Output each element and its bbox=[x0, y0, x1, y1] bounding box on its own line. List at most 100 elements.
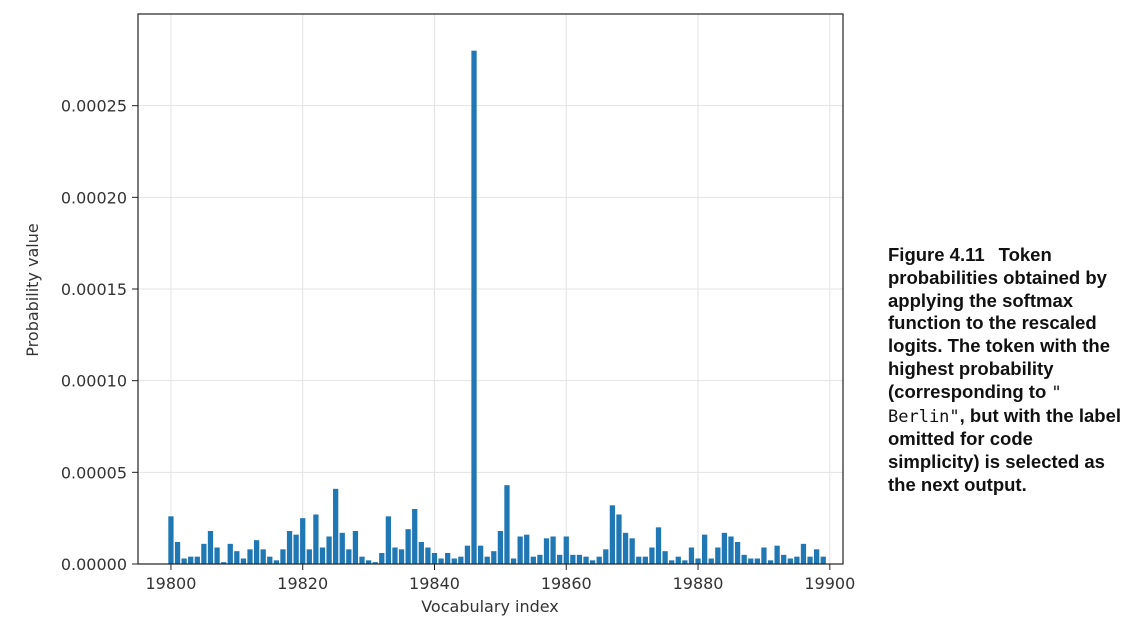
bar bbox=[431, 553, 438, 564]
bar bbox=[583, 556, 589, 564]
bar bbox=[273, 560, 279, 564]
bar bbox=[174, 542, 181, 564]
bar bbox=[721, 532, 728, 564]
bar bbox=[418, 542, 424, 564]
bar bbox=[260, 549, 266, 564]
bar bbox=[669, 560, 675, 564]
bar bbox=[398, 549, 405, 564]
bar bbox=[616, 514, 622, 564]
bar bbox=[438, 558, 444, 564]
bar bbox=[642, 556, 648, 564]
bar bbox=[445, 553, 451, 564]
x-tick-label: 19900 bbox=[804, 574, 855, 593]
bar bbox=[484, 556, 490, 564]
x-tick-label: 19820 bbox=[277, 574, 328, 593]
bar bbox=[168, 516, 174, 564]
bar bbox=[300, 518, 306, 564]
bar bbox=[471, 50, 477, 564]
bar bbox=[589, 560, 596, 564]
bar bbox=[451, 558, 457, 564]
bar bbox=[543, 538, 550, 564]
bar bbox=[537, 554, 543, 564]
bar bbox=[280, 549, 286, 564]
bar bbox=[293, 534, 299, 564]
chart-bars bbox=[168, 50, 826, 564]
bar bbox=[649, 547, 655, 564]
bar bbox=[781, 554, 787, 564]
x-tick-label: 19880 bbox=[673, 574, 724, 593]
bar bbox=[622, 532, 629, 564]
bar bbox=[675, 556, 681, 564]
y-tick-label: 0.00000 bbox=[61, 555, 127, 574]
bar bbox=[517, 536, 523, 564]
bar bbox=[603, 549, 609, 564]
caption-code: " Berlin" bbox=[888, 382, 1062, 427]
bar bbox=[702, 534, 708, 564]
bar bbox=[412, 509, 418, 564]
bar bbox=[181, 558, 187, 564]
chart-grid bbox=[138, 14, 843, 565]
y-axis-label: Probability value bbox=[23, 223, 42, 356]
bar bbox=[207, 531, 214, 564]
bar bbox=[715, 547, 721, 564]
y-tick-label: 0.00010 bbox=[61, 372, 127, 391]
bar bbox=[201, 543, 207, 564]
bar bbox=[761, 547, 767, 564]
bar bbox=[253, 540, 260, 564]
bar bbox=[570, 554, 576, 564]
bar bbox=[497, 531, 504, 564]
bar bbox=[339, 532, 345, 564]
bar bbox=[267, 556, 273, 564]
figure-label: Figure 4.11 bbox=[888, 244, 985, 265]
x-tick-label: 19800 bbox=[145, 574, 196, 593]
bar bbox=[306, 549, 312, 564]
bar bbox=[688, 547, 695, 564]
bar bbox=[800, 543, 807, 564]
bar bbox=[655, 527, 662, 564]
figure-caption: Figure 4.11 Token probabilities obtained … bbox=[888, 244, 1124, 497]
bar bbox=[234, 551, 240, 564]
bar bbox=[787, 558, 793, 564]
bar bbox=[379, 553, 385, 564]
bar bbox=[227, 543, 233, 564]
y-tick-label: 0.00020 bbox=[61, 188, 127, 207]
bar bbox=[754, 558, 760, 564]
bar bbox=[767, 560, 774, 564]
caption-text-after: , but with the label omitted for code si… bbox=[888, 404, 1122, 495]
bar bbox=[392, 547, 398, 564]
bar bbox=[550, 536, 556, 564]
token-probability-bar-chart: 19800 19820 19840 19860 19880 19900 0.00000 0.0… bbox=[23, 13, 855, 616]
bar bbox=[464, 545, 471, 564]
bar bbox=[365, 560, 372, 564]
bar bbox=[286, 531, 293, 564]
bar bbox=[491, 551, 497, 564]
bar bbox=[458, 556, 464, 564]
bar bbox=[405, 529, 411, 564]
bar bbox=[359, 556, 365, 564]
bar bbox=[425, 547, 431, 564]
bar bbox=[794, 556, 800, 564]
bar bbox=[682, 560, 688, 564]
bar bbox=[333, 488, 339, 564]
x-tick-label: 19860 bbox=[541, 574, 592, 593]
bar bbox=[629, 538, 635, 564]
x-axis-label: Vocabulary index bbox=[421, 597, 559, 616]
bar bbox=[820, 556, 826, 564]
bar bbox=[247, 549, 253, 564]
bar bbox=[477, 545, 484, 564]
bar bbox=[557, 554, 563, 564]
bar bbox=[576, 554, 583, 564]
chart-axes: 19800 19820 19840 19860 19880 19900 0.00000 0.0… bbox=[61, 97, 855, 593]
bar bbox=[214, 547, 220, 564]
caption-text-before: Token probabilities obtained by applying… bbox=[888, 244, 1110, 402]
bar bbox=[662, 551, 668, 564]
bar bbox=[708, 558, 714, 564]
bar bbox=[728, 536, 734, 564]
bar bbox=[240, 558, 247, 564]
bar bbox=[510, 558, 517, 564]
bar bbox=[385, 516, 392, 564]
bar bbox=[313, 514, 319, 564]
y-tick-label: 0.00005 bbox=[61, 463, 127, 482]
bar bbox=[319, 547, 326, 564]
bar bbox=[346, 549, 352, 564]
